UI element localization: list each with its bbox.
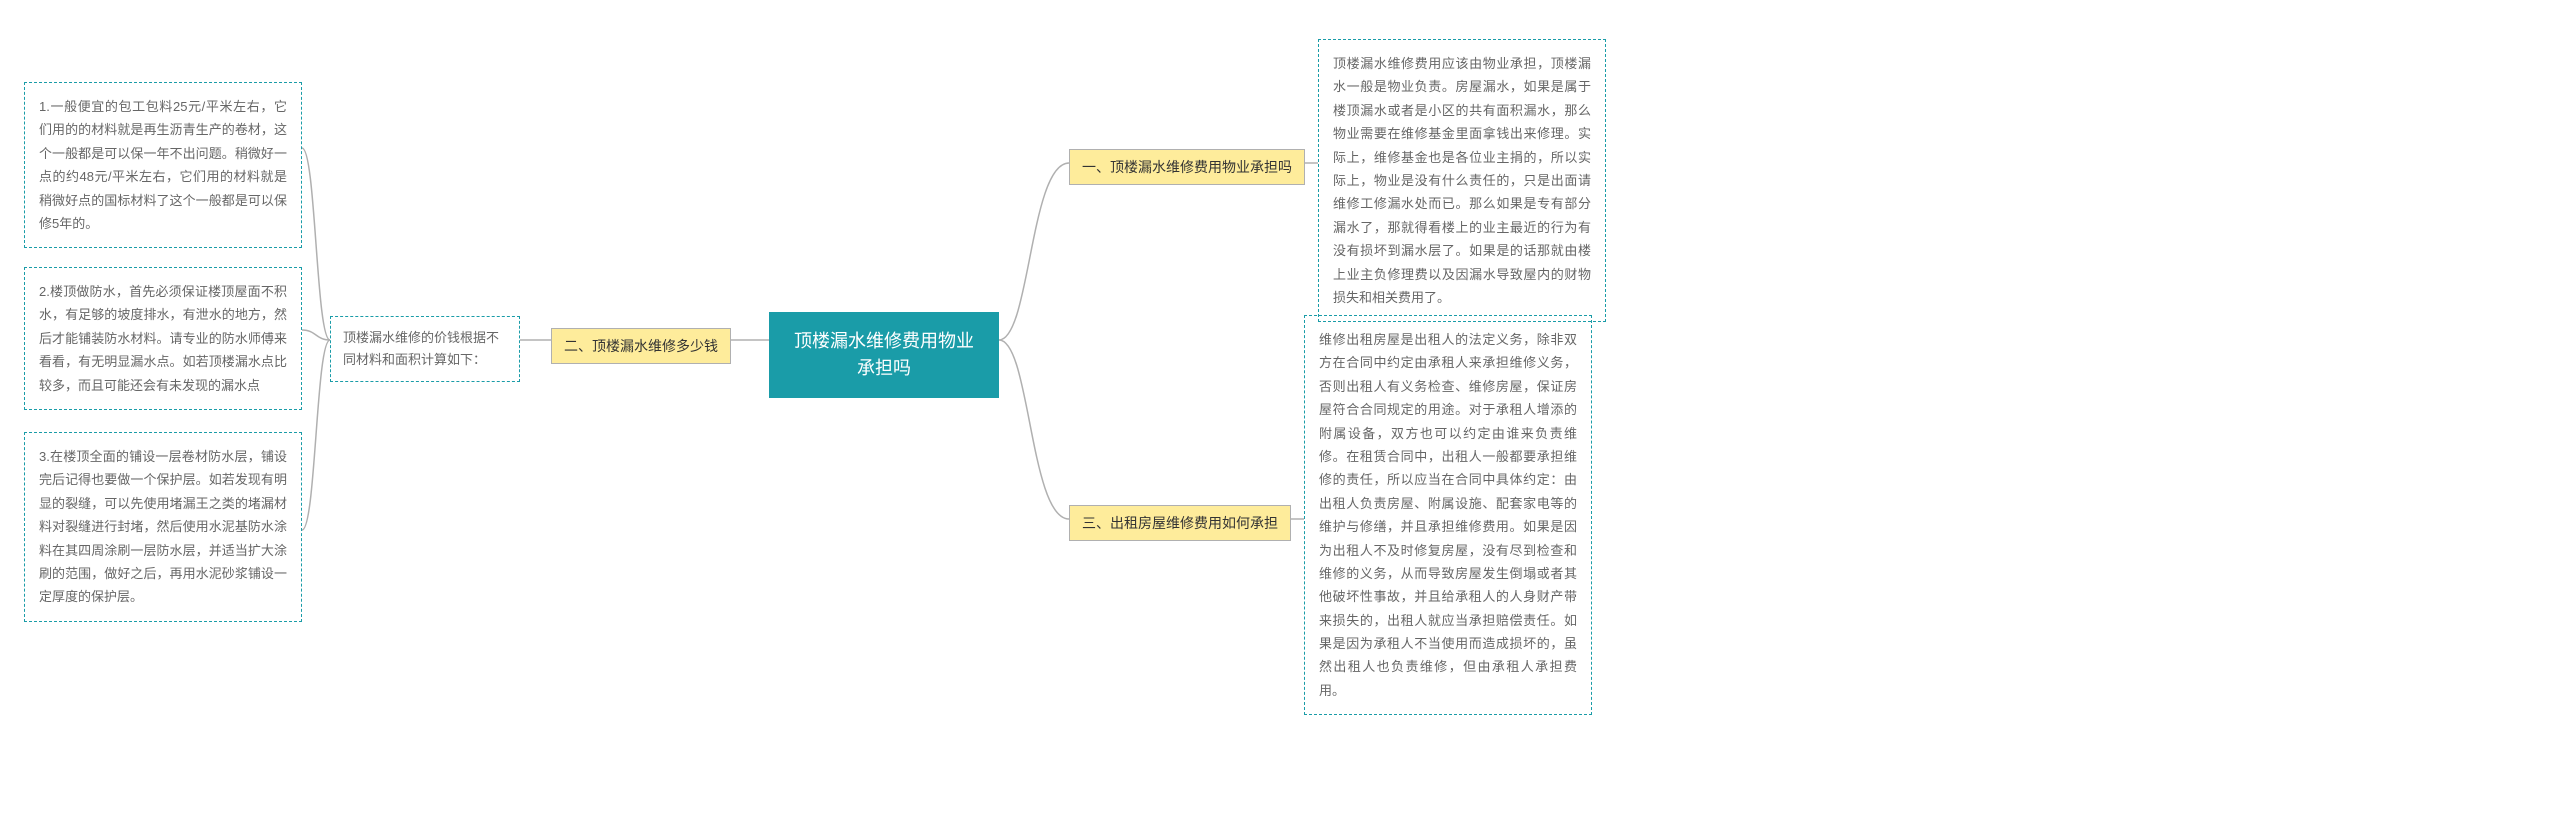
topic-node-2: 二、顶楼漏水维修多少钱 xyxy=(551,328,731,364)
detail-item-2: 2.楼顶做防水，首先必须保证楼顶屋面不积水，有足够的坡度排水，有泄水的地方，然后… xyxy=(24,267,302,410)
detail-node-1: 顶楼漏水维修费用应该由物业承担，顶楼漏水一般是物业负责。房屋漏水，如果是属于楼顶… xyxy=(1318,39,1606,322)
detail-node-3: 维修出租房屋是出租人的法定义务，除非双方在合同中约定由承租人来承担维修义务，否则… xyxy=(1304,315,1592,715)
topic-node-3: 三、出租房屋维修费用如何承担 xyxy=(1069,505,1291,541)
detail-item-3: 3.在楼顶全面的铺设一层卷材防水层，铺设完后记得也要做一个保护层。如若发现有明显… xyxy=(24,432,302,622)
center-node: 顶楼漏水维修费用物业承担吗 xyxy=(769,312,999,398)
detail-item-1: 1.一般便宜的包工包料25元/平米左右，它们用的的材料就是再生沥青生产的卷材，这… xyxy=(24,82,302,248)
topic-node-1: 一、顶楼漏水维修费用物业承担吗 xyxy=(1069,149,1305,185)
connector-lines xyxy=(0,0,2560,829)
intro-node-2: 顶楼漏水维修的价钱根据不同材料和面积计算如下： xyxy=(330,316,520,382)
